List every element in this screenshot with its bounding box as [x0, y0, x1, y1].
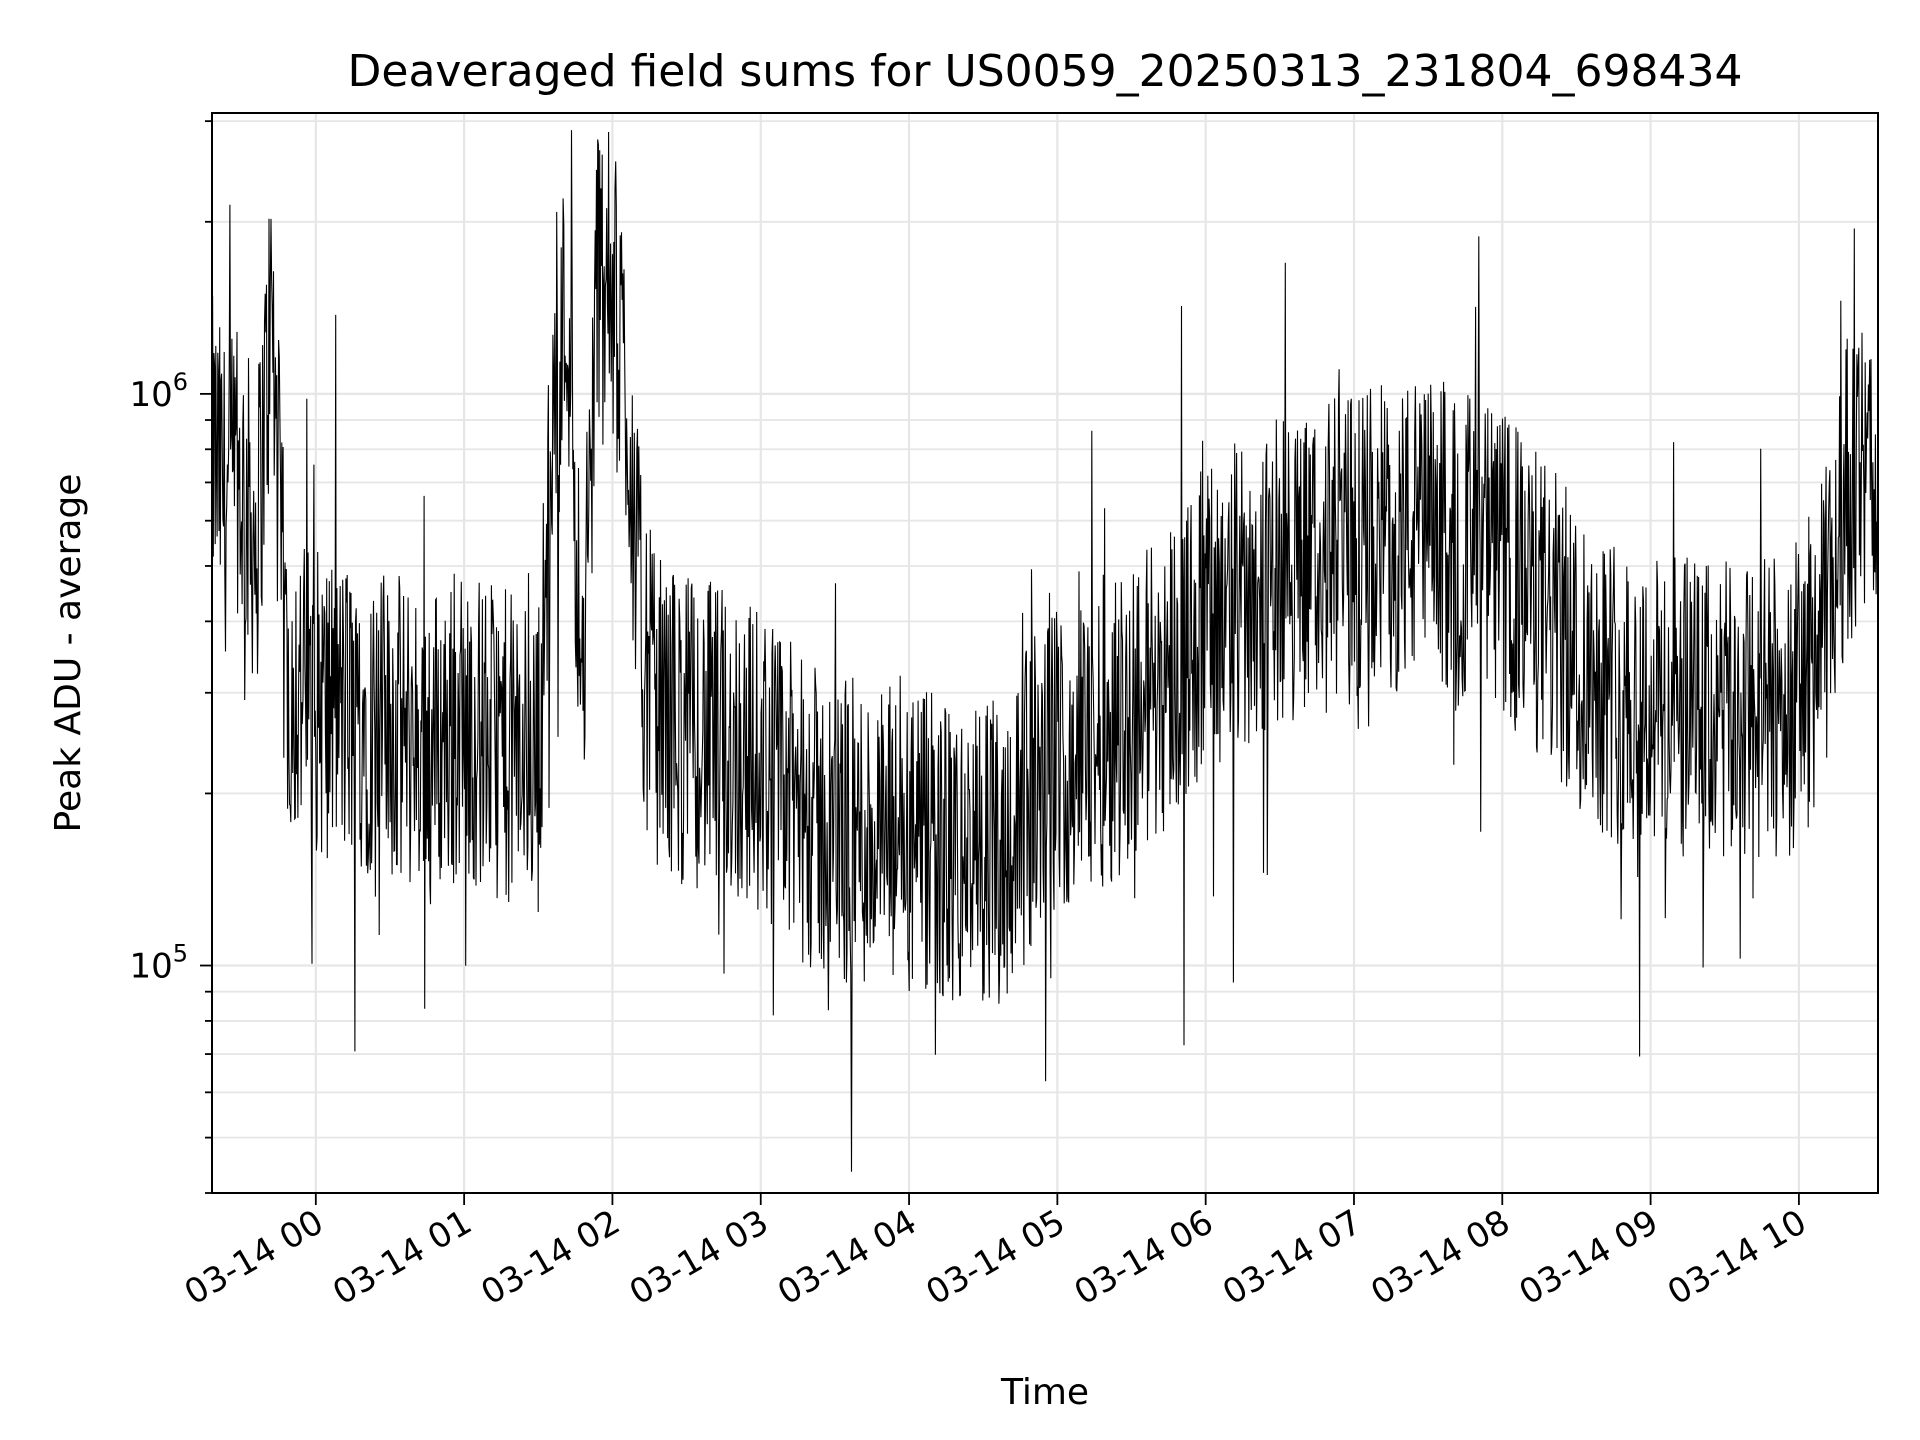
x-tick-label: 03-14 05: [919, 1202, 1071, 1313]
series-plot: [211, 130, 1879, 1172]
y-tick-exponent: 6: [173, 368, 188, 396]
y-tick-base: 10: [129, 375, 172, 415]
plot-frame: [211, 112, 1879, 1194]
series-line: [211, 130, 1879, 1172]
y-axis-label: Peak ADU - average: [48, 474, 89, 833]
chart-title: Deaveraged field sums for US0059_2025031…: [348, 46, 1743, 97]
y-tick-exponent: 5: [173, 940, 188, 968]
grid-lines: [212, 113, 1878, 1194]
y-tick-label: 105: [129, 940, 188, 987]
x-tick-label: 03-14 07: [1216, 1202, 1368, 1313]
x-tick-label: 03-14 02: [475, 1202, 627, 1313]
x-tick-label: 03-14 09: [1513, 1202, 1665, 1313]
x-axis-label: Time: [1000, 1372, 1089, 1413]
y-tick-base: 10: [129, 947, 172, 987]
x-tick-label: 03-14 08: [1364, 1202, 1516, 1313]
y-tick-label: 106: [129, 368, 188, 415]
x-tick-label: 03-14 03: [623, 1202, 775, 1313]
x-tick-label: 03-14 04: [771, 1202, 923, 1313]
x-tick-label: 03-14 01: [326, 1202, 478, 1313]
x-tick-label: 03-14 10: [1661, 1202, 1813, 1313]
x-tick-label: 03-14 06: [1068, 1202, 1220, 1313]
x-tick-label: 03-14 00: [178, 1202, 330, 1313]
